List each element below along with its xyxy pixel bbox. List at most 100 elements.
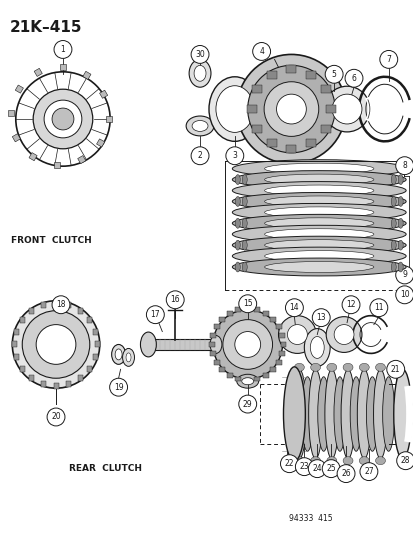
Ellipse shape	[242, 197, 247, 206]
Ellipse shape	[340, 369, 354, 459]
Bar	[286, 145, 296, 153]
Ellipse shape	[264, 229, 373, 240]
Bar	[95, 342, 100, 348]
Ellipse shape	[390, 240, 395, 250]
Bar	[8, 110, 14, 116]
Bar	[325, 105, 335, 113]
Ellipse shape	[324, 369, 338, 459]
Ellipse shape	[294, 457, 304, 465]
Text: 18: 18	[56, 300, 66, 309]
Ellipse shape	[310, 457, 320, 465]
Ellipse shape	[373, 369, 387, 459]
Ellipse shape	[264, 218, 373, 229]
Ellipse shape	[308, 369, 322, 459]
Circle shape	[109, 378, 127, 396]
Ellipse shape	[186, 116, 214, 136]
Bar	[306, 71, 316, 79]
Bar	[93, 329, 98, 335]
Bar	[60, 64, 66, 70]
Bar	[254, 376, 259, 382]
Text: 19: 19	[114, 383, 123, 392]
Ellipse shape	[342, 457, 352, 465]
Circle shape	[191, 45, 209, 63]
Text: 15: 15	[242, 299, 252, 308]
Ellipse shape	[236, 54, 345, 164]
Circle shape	[336, 465, 354, 482]
Bar	[266, 140, 276, 148]
Bar	[53, 383, 58, 389]
Bar	[262, 373, 268, 378]
Bar	[226, 311, 232, 316]
Bar	[20, 317, 25, 323]
Ellipse shape	[126, 353, 131, 362]
Ellipse shape	[52, 108, 74, 130]
Ellipse shape	[397, 197, 402, 206]
Circle shape	[341, 296, 359, 314]
Circle shape	[225, 147, 243, 165]
Circle shape	[395, 286, 413, 304]
Circle shape	[325, 66, 342, 83]
Ellipse shape	[390, 197, 395, 206]
Text: 25: 25	[325, 464, 335, 473]
Text: 20: 20	[51, 413, 61, 422]
Ellipse shape	[247, 66, 335, 153]
Circle shape	[166, 291, 184, 309]
Ellipse shape	[241, 378, 253, 385]
Bar	[20, 366, 25, 372]
Text: 14: 14	[289, 303, 299, 312]
Ellipse shape	[264, 262, 373, 272]
Ellipse shape	[264, 174, 373, 185]
Ellipse shape	[358, 364, 368, 372]
Circle shape	[308, 459, 325, 478]
Bar	[78, 375, 83, 381]
Text: 4: 4	[259, 47, 263, 56]
Bar	[286, 66, 296, 74]
Text: 23: 23	[299, 462, 309, 471]
Bar	[244, 306, 250, 311]
Text: 6: 6	[351, 74, 356, 83]
Circle shape	[280, 455, 298, 473]
Bar	[252, 125, 261, 133]
Ellipse shape	[349, 377, 361, 451]
Circle shape	[191, 147, 209, 165]
Bar	[15, 85, 24, 93]
Bar	[96, 139, 104, 147]
Text: 10: 10	[399, 290, 408, 300]
Ellipse shape	[317, 377, 329, 451]
Ellipse shape	[390, 219, 395, 228]
Bar	[235, 308, 241, 312]
Bar	[14, 329, 19, 335]
Circle shape	[285, 299, 303, 317]
Ellipse shape	[333, 377, 345, 451]
Text: 12: 12	[345, 300, 355, 309]
Bar	[93, 354, 98, 360]
Ellipse shape	[209, 336, 221, 353]
Bar	[29, 308, 34, 314]
Ellipse shape	[235, 240, 240, 250]
Ellipse shape	[310, 364, 320, 372]
Bar	[148, 338, 216, 350]
Ellipse shape	[232, 192, 405, 211]
Text: 3: 3	[232, 151, 237, 160]
Text: 29: 29	[242, 400, 252, 409]
Ellipse shape	[333, 325, 353, 344]
Ellipse shape	[232, 171, 405, 189]
Ellipse shape	[264, 163, 373, 174]
Circle shape	[238, 395, 256, 413]
Text: 22: 22	[284, 459, 294, 468]
Circle shape	[52, 296, 70, 314]
Text: REAR  CLUTCH: REAR CLUTCH	[69, 464, 142, 473]
Text: FRONT  CLUTCH: FRONT CLUTCH	[11, 236, 92, 245]
Text: 16: 16	[170, 295, 180, 304]
Ellipse shape	[397, 175, 402, 184]
Bar	[269, 367, 275, 372]
Bar	[246, 105, 256, 113]
Bar	[78, 308, 83, 314]
Bar	[12, 342, 17, 348]
Bar	[279, 333, 285, 338]
Circle shape	[252, 43, 270, 60]
Text: 1: 1	[60, 45, 65, 54]
Ellipse shape	[382, 377, 394, 451]
Bar	[78, 156, 85, 164]
Ellipse shape	[276, 94, 306, 124]
